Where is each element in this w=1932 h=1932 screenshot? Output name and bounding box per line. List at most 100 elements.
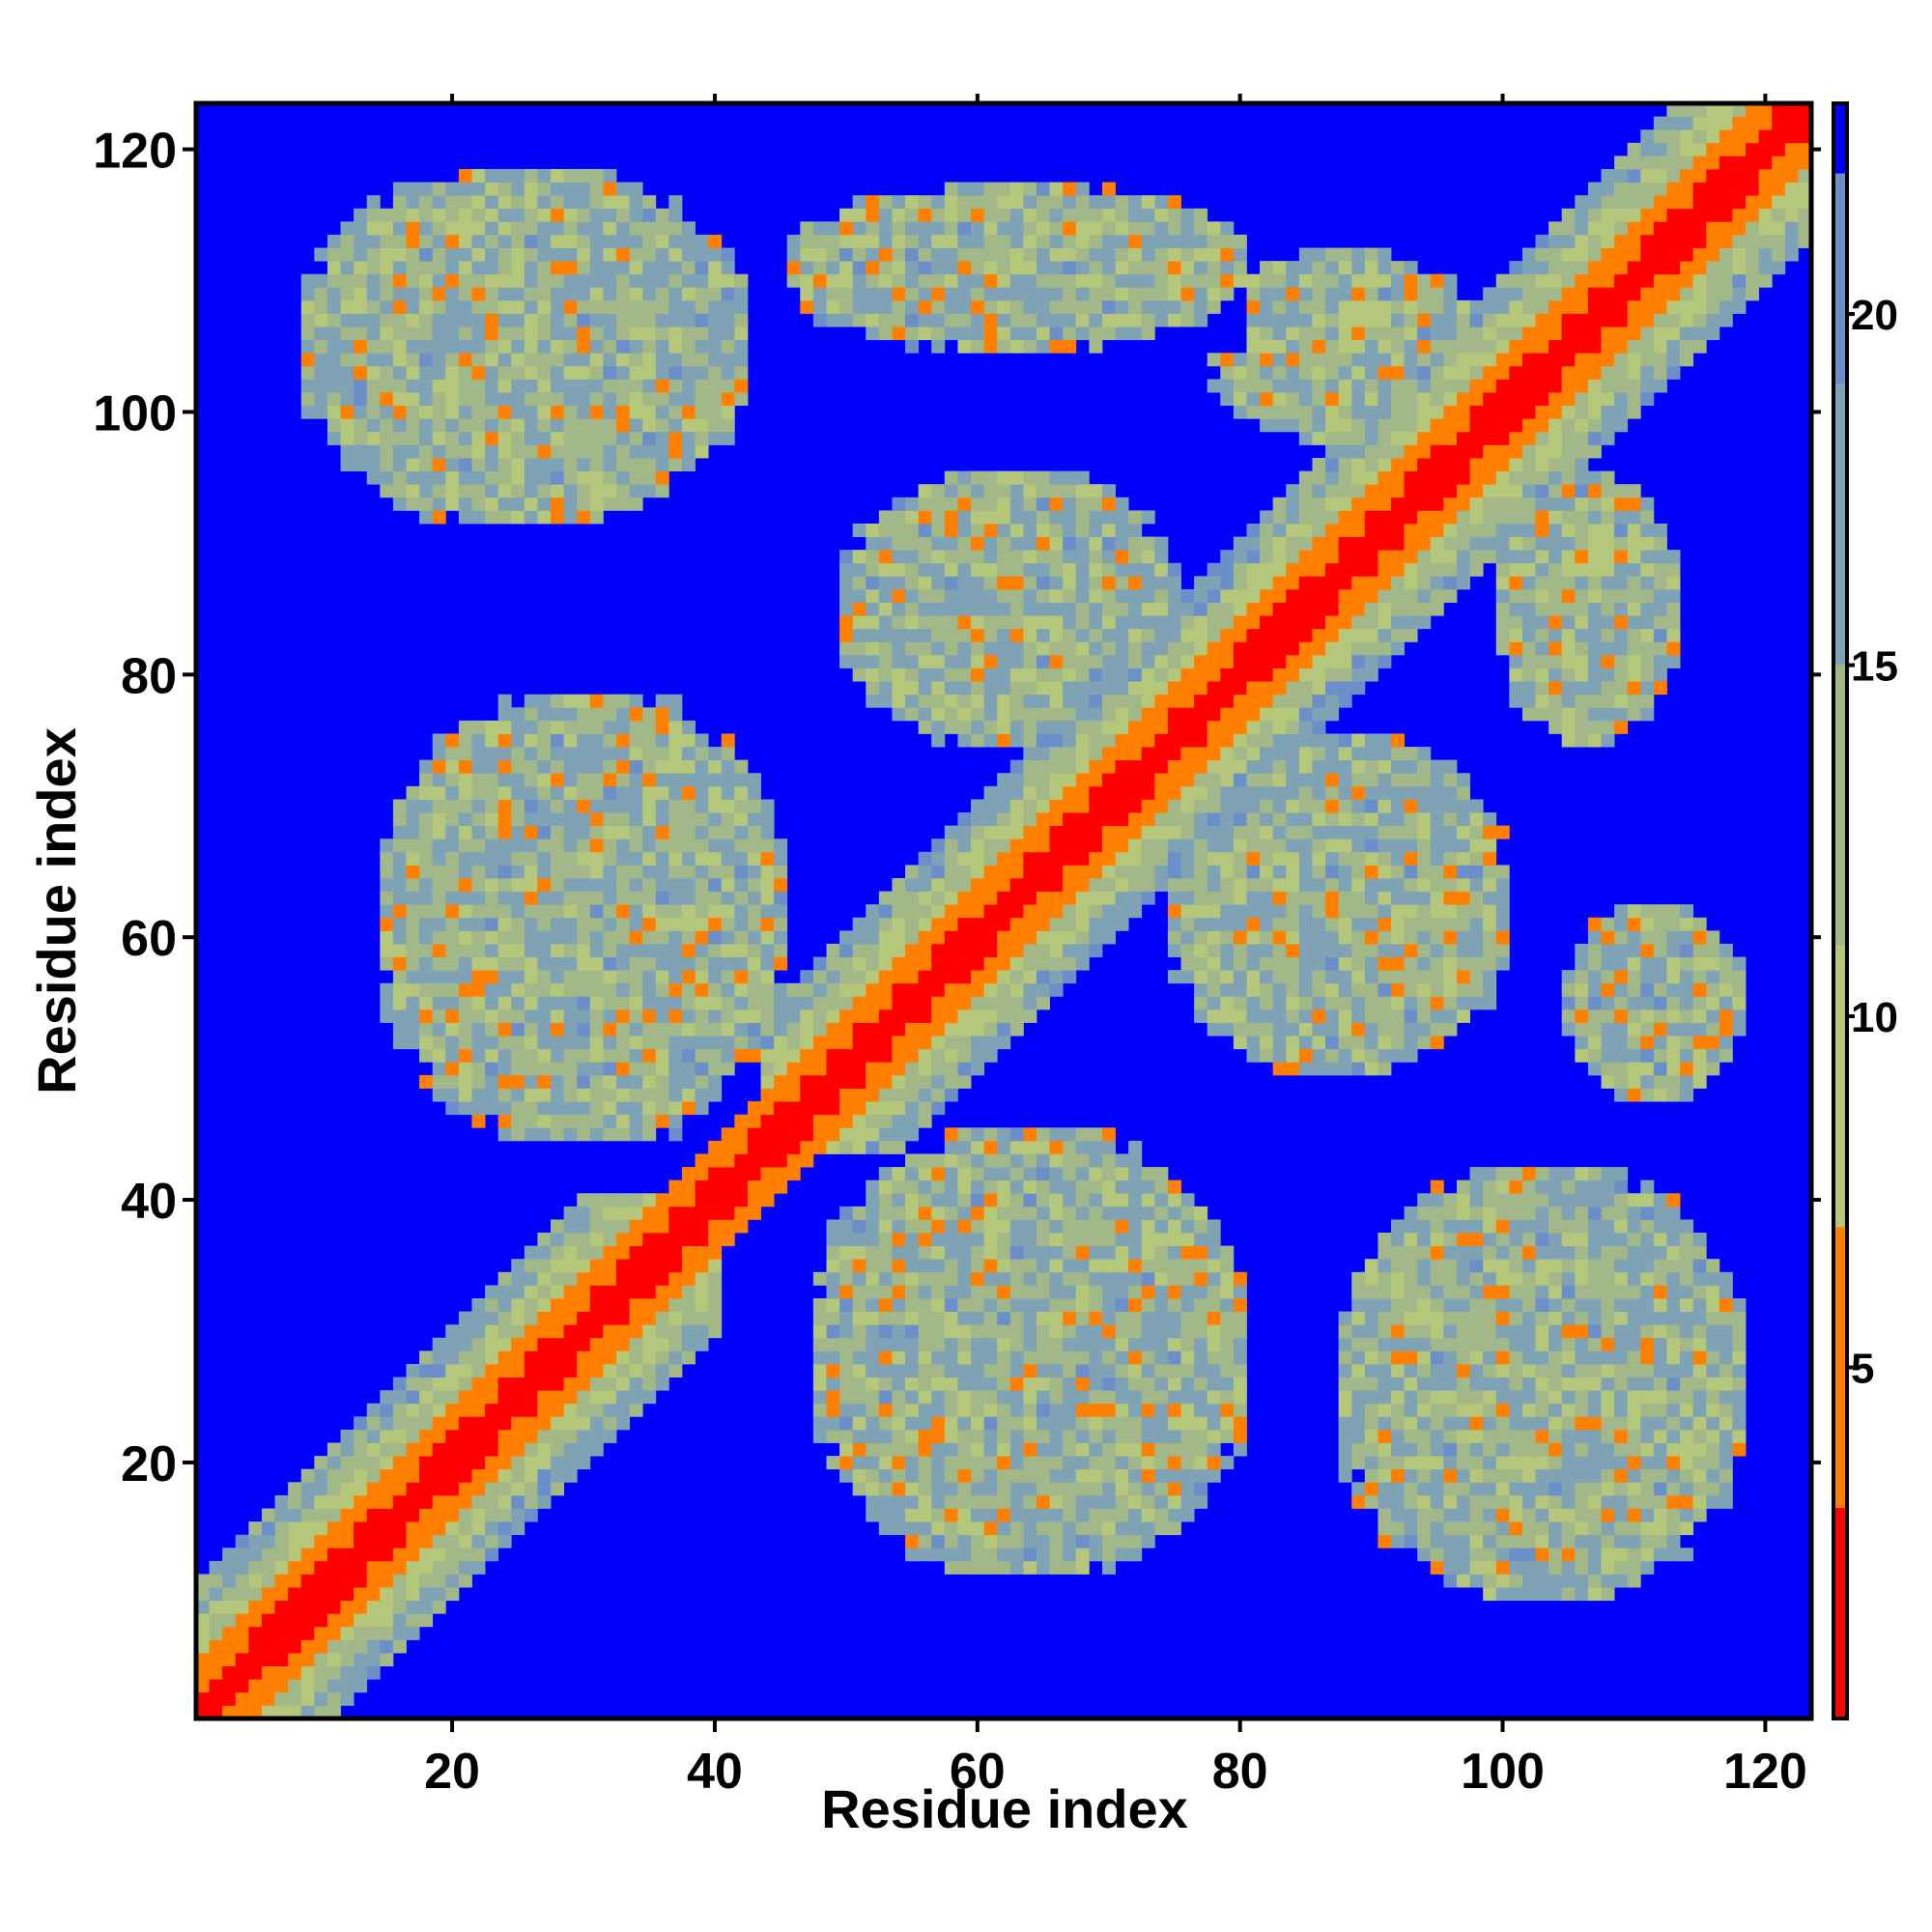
heatmap-cell xyxy=(918,523,932,537)
heatmap-cell xyxy=(629,1088,643,1102)
heatmap-cell xyxy=(983,1560,998,1575)
heatmap-cell xyxy=(419,195,434,210)
heatmap-cell xyxy=(1167,313,1181,327)
heatmap-cell xyxy=(905,1062,920,1076)
heatmap-cell xyxy=(878,1442,893,1457)
heatmap-cell xyxy=(419,208,434,222)
heatmap-cell xyxy=(1128,261,1143,275)
heatmap-cell xyxy=(432,747,446,761)
heatmap-cell xyxy=(1154,1416,1169,1431)
heatmap-cell xyxy=(642,930,657,945)
heatmap-cell xyxy=(432,1494,446,1509)
heatmap-cell xyxy=(1194,917,1208,931)
heatmap-cell xyxy=(708,878,723,893)
heatmap-cell xyxy=(918,681,932,696)
heatmap-cell xyxy=(1009,273,1024,288)
heatmap-cell xyxy=(1194,759,1208,774)
heatmap-cell xyxy=(1075,247,1090,262)
heatmap-cell xyxy=(852,576,867,590)
heatmap-cell xyxy=(615,431,630,445)
heatmap-cell xyxy=(406,353,420,367)
heatmap-cell xyxy=(577,1022,591,1037)
heatmap-cell xyxy=(892,1206,906,1220)
heatmap-cell xyxy=(1154,1363,1169,1378)
heatmap-cell xyxy=(668,1088,683,1102)
heatmap-cell xyxy=(485,1468,499,1483)
heatmap-cell xyxy=(1207,1337,1221,1351)
heatmap-cell xyxy=(997,510,1011,525)
heatmap-cell xyxy=(721,353,735,367)
heatmap-cell xyxy=(1233,851,1247,866)
heatmap-cell xyxy=(655,970,669,984)
heatmap-cell xyxy=(458,996,472,1010)
heatmap-cell xyxy=(563,273,578,288)
heatmap-cell xyxy=(615,234,630,248)
heatmap-cell xyxy=(537,733,552,748)
heatmap-cell xyxy=(406,917,420,931)
heatmap-cell xyxy=(406,392,420,407)
heatmap-cell xyxy=(1180,299,1195,314)
heatmap-cell xyxy=(892,1127,906,1142)
heatmap-cell xyxy=(997,1337,1011,1351)
heatmap-cell xyxy=(1167,759,1181,774)
heatmap-cell xyxy=(314,1468,328,1483)
heatmap-cell xyxy=(485,1442,499,1457)
heatmap-cell xyxy=(786,1062,801,1076)
heatmap-cell xyxy=(905,1233,920,1247)
heatmap-cell xyxy=(1115,891,1129,905)
heatmap-cell xyxy=(511,1259,526,1273)
heatmap-cell xyxy=(1023,982,1037,997)
heatmap-cell xyxy=(918,943,932,957)
heatmap-cell xyxy=(1220,261,1235,275)
heatmap-cell xyxy=(1180,221,1195,236)
heatmap-cell xyxy=(380,287,394,301)
heatmap-cell xyxy=(551,353,565,367)
heatmap-cell xyxy=(642,785,657,800)
heatmap-cell xyxy=(760,1022,775,1037)
heatmap-cell xyxy=(563,1036,578,1050)
heatmap-cell xyxy=(642,707,657,722)
heatmap-cell xyxy=(774,1088,788,1102)
heatmap-cell xyxy=(971,273,985,288)
heatmap-cell xyxy=(1194,904,1208,919)
heatmap-cell xyxy=(786,247,801,262)
heatmap-cell xyxy=(905,273,920,288)
heatmap-cell xyxy=(288,1626,302,1640)
heatmap-cell xyxy=(327,1626,341,1640)
heatmap-cell xyxy=(708,1074,723,1089)
heatmap-cell xyxy=(878,287,893,301)
heatmap-cell xyxy=(892,1521,906,1536)
heatmap-cell xyxy=(1233,668,1247,682)
heatmap-cell xyxy=(944,510,958,525)
heatmap-cell xyxy=(432,891,446,905)
heatmap-cell xyxy=(629,1022,643,1037)
heatmap-cell xyxy=(774,878,788,893)
heatmap-cell xyxy=(406,182,420,196)
heatmap-cell xyxy=(1009,1442,1024,1457)
heatmap-cell xyxy=(563,313,578,327)
heatmap-cell xyxy=(458,195,472,210)
heatmap-cell xyxy=(485,1377,499,1391)
heatmap-cell xyxy=(1246,812,1261,827)
heatmap-cell xyxy=(878,1022,893,1037)
heatmap-cell xyxy=(406,1600,420,1614)
heatmap-cell xyxy=(419,1022,434,1037)
heatmap-cell xyxy=(1063,221,1077,236)
heatmap-cell xyxy=(524,943,538,957)
heatmap-cell xyxy=(497,1062,512,1076)
heatmap-cell xyxy=(1101,1363,1116,1378)
heatmap-cell xyxy=(944,1416,958,1431)
heatmap-cell xyxy=(866,970,880,984)
heatmap-cell xyxy=(957,299,972,314)
heatmap-cell xyxy=(826,943,840,957)
heatmap-cell xyxy=(524,484,538,498)
heatmap-cell xyxy=(1154,1311,1169,1325)
heatmap-cell xyxy=(432,1442,446,1457)
heatmap-cell xyxy=(1167,1298,1181,1312)
heatmap-cell xyxy=(774,943,788,957)
heatmap-cell xyxy=(866,1206,880,1220)
heatmap-cell xyxy=(1207,1442,1221,1457)
heatmap-cell xyxy=(589,878,604,893)
heatmap-cell xyxy=(603,287,617,301)
heatmap-cell xyxy=(1154,1233,1169,1247)
